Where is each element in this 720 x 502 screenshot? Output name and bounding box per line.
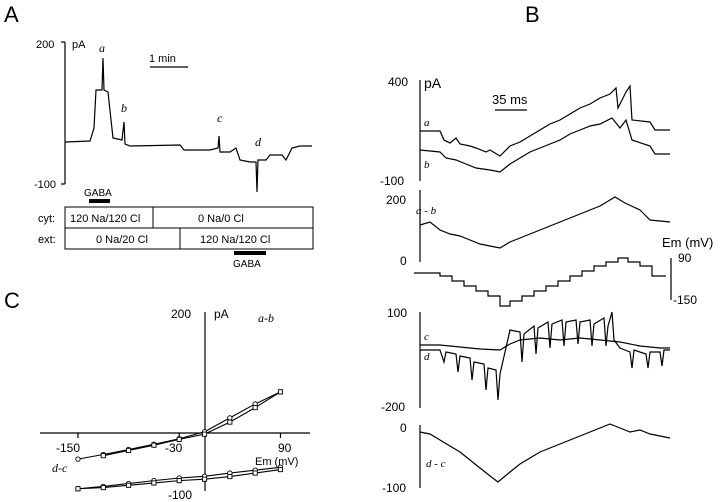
panel-c-point-d-c [252, 470, 258, 476]
panel-b-label-d: d [424, 351, 430, 363]
panel-b-tick-400: 400 [388, 75, 408, 89]
panel-c-chart: -150 -30 90 200 -100 pA Em (mV) a-b d-c [40, 307, 310, 502]
panel-a-table-row2-label: ext: [38, 234, 56, 246]
panel-b-tick-dc-0: 0 [400, 421, 407, 435]
panel-a-gaba-bar-bottom [234, 251, 266, 255]
panel-a-label-a: a [99, 41, 105, 55]
panel-b-trace-d [420, 311, 670, 401]
panel-b-label-b: b [424, 159, 430, 171]
panel-c-series [75, 389, 284, 492]
panel-c-y-label: pA [214, 307, 229, 321]
panel-a-table-row1-label: cyt: [38, 213, 55, 225]
panel-c-point-a-b [201, 431, 208, 437]
panel-c-series-label-a-b: a-b [258, 311, 274, 325]
panel-b-em-tick-minus150: -150 [673, 293, 697, 307]
panel-c-point-d-c [227, 474, 233, 480]
panel-c-x-tick-minus150: -150 [56, 441, 80, 455]
panel-c-point-d-c [277, 467, 284, 473]
panel-b-trace-b [419, 117, 670, 173]
panel-b-label-a: a [424, 117, 430, 129]
panel-b-tick-0: 0 [400, 254, 407, 268]
panel-c-y-tick-200: 200 [171, 307, 191, 321]
panel-a-label-c: c [217, 111, 223, 125]
panel-c-point-d-c [201, 476, 208, 482]
panel-c-point-a-b [100, 453, 106, 459]
panel-a-y-bottom: -100 [34, 179, 56, 191]
panel-a-label-d: d [255, 135, 262, 149]
panel-c-point-a-b [277, 389, 284, 395]
panel-b-em-staircase [414, 257, 666, 307]
panel-c-point-d-c [100, 485, 106, 491]
panel-a-table-cell-3: 0 Na/20 Cl [96, 234, 148, 246]
panel-a-table-cell-1: 120 Na/120 Cl [70, 213, 140, 225]
panel-b-unit: pA [424, 75, 442, 91]
panel-b-label-d-minus-c: d - c [426, 458, 446, 470]
panel-a-y-top: 200 [36, 39, 54, 51]
panel-c-point-a-b [151, 442, 157, 448]
panel-c-point-d-c [75, 486, 81, 492]
panel-a-table-cell-2: 0 Na/0 Cl [198, 213, 244, 225]
panel-c-x-tick-90: 90 [278, 441, 292, 455]
panel-b-letter: B [525, 2, 540, 27]
panel-a-letter: A [4, 2, 19, 27]
panel-b-label-c: c [424, 331, 429, 343]
panel-b-tick-dc-minus100: -100 [382, 481, 406, 495]
panel-b-label-a-minus-b: a - b [416, 205, 437, 217]
panel-a: 200 pA -100 1 min a b c d GABA cyt: ext:… [34, 39, 314, 270]
panel-c-point-d-c [151, 480, 157, 486]
panel-c-series-label-d-c: d-c [52, 461, 68, 475]
panel-a-y-unit: pA [72, 39, 86, 51]
panel-b-em-tick-90: 90 [678, 251, 692, 265]
panel-c-x-label: Em (mV) [255, 456, 298, 468]
panel-c-point-d-c [126, 482, 132, 488]
panel-b-tick-200: 200 [386, 193, 406, 207]
panel-a-trace [64, 57, 312, 193]
panel-a-gaba-top: GABA [84, 188, 112, 199]
panel-c-point-d-c [176, 478, 182, 484]
panel-b-em-label: Em (mV) [662, 235, 713, 250]
panel-c-point-a-b [227, 415, 233, 421]
panel-c-point-a-b [75, 456, 81, 462]
panel-b-tick-minus200: -200 [381, 400, 405, 414]
panel-a-scale-label: 1 min [149, 53, 176, 65]
panel-c-point-a-b [176, 436, 182, 442]
panel-b-trace-d-minus-c [419, 423, 671, 483]
panel-b-trace-c [420, 337, 670, 351]
panel-c-x-tick-minus30: -30 [165, 441, 183, 455]
panel-b-tick-minus100: -100 [380, 174, 404, 188]
panel-a-gaba-bar-top [89, 199, 110, 203]
panel-c-letter: C [4, 288, 20, 313]
panel-a-table-cell-4: 120 Na/120 Cl [200, 234, 270, 246]
panel-c-y-tick-minus100: -100 [168, 488, 192, 502]
panel-b-trace-a [420, 84, 670, 157]
panel-b-scale-label: 35 ms [492, 92, 528, 107]
panel-b-tick-100: 100 [387, 306, 407, 320]
panel-b: 400 -100 pA 35 ms a b 200 0 a - b Em (mV… [380, 75, 713, 495]
panel-c-series-a-b-line-1 [103, 391, 281, 457]
panel-a-label-b: b [121, 101, 127, 115]
panel-c-point-a-b [252, 405, 258, 411]
panel-a-gaba-bottom: GABA [233, 259, 261, 270]
panel-c-point-a-b [227, 419, 233, 425]
panel-c-point-a-b [126, 447, 132, 453]
panel-b-trace-a-minus-b [419, 196, 671, 249]
